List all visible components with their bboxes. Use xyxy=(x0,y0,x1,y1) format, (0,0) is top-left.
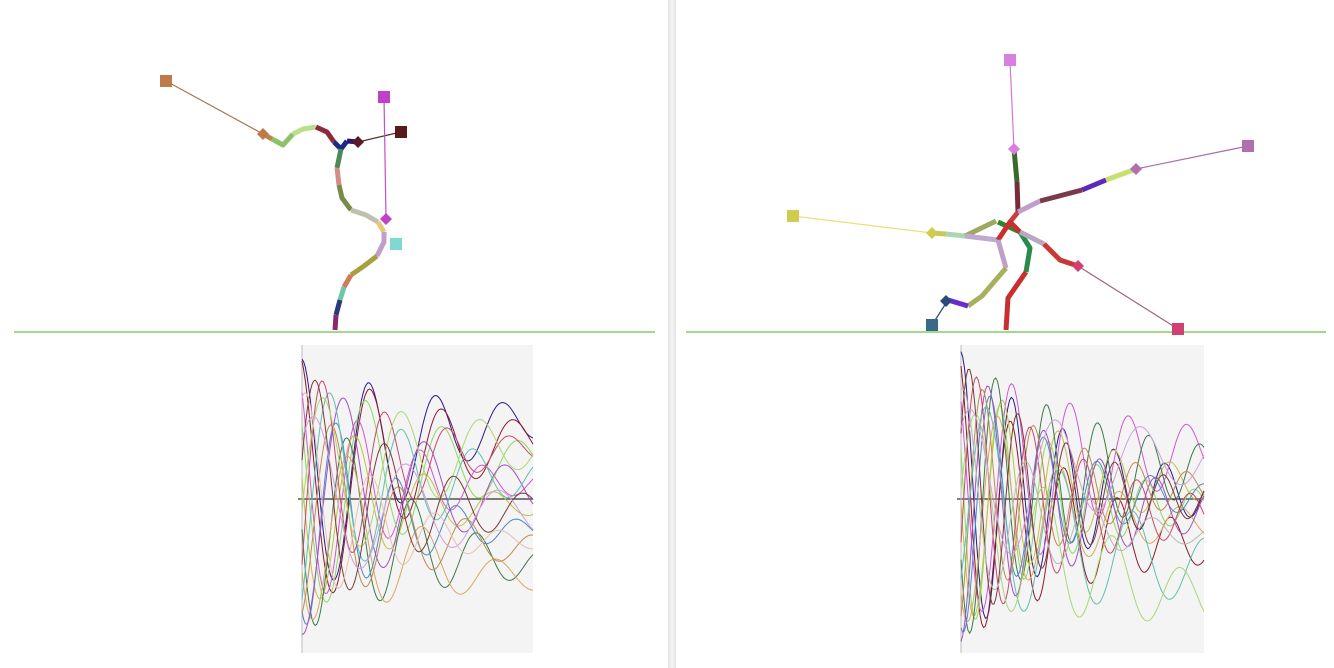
end-effector-square xyxy=(395,126,407,138)
plot-series-line xyxy=(301,380,534,565)
joint-diamond xyxy=(1008,143,1020,155)
end-effector-square xyxy=(390,238,402,250)
limb-segment xyxy=(1042,242,1079,269)
panel-divider[interactable] xyxy=(668,0,676,668)
plot-series-line xyxy=(960,413,1205,622)
limb-segment xyxy=(945,231,966,239)
joint-diamond xyxy=(940,295,952,307)
limb-segment xyxy=(1018,229,1046,247)
joint-angle-plot-left xyxy=(298,345,534,653)
plot-series-line xyxy=(301,415,534,570)
end-effector-square xyxy=(787,210,799,222)
limb-segment xyxy=(332,139,349,152)
limb-segment xyxy=(1009,60,1015,150)
limb-segment xyxy=(165,80,264,135)
limb-segment xyxy=(1039,187,1083,204)
limb-segment xyxy=(350,207,380,225)
limb-segment xyxy=(334,148,344,169)
limb-segment xyxy=(1135,145,1249,170)
end-effector-square xyxy=(160,75,172,87)
plot-series-line xyxy=(301,392,534,589)
creature-left xyxy=(160,75,407,331)
limb-segment xyxy=(995,219,1022,242)
limb-segment xyxy=(1017,230,1033,273)
limb-segment xyxy=(375,220,387,234)
limb-segment xyxy=(336,184,353,212)
limb-segment xyxy=(1016,198,1042,215)
plot-series-line xyxy=(301,379,534,591)
end-effector-square xyxy=(1172,323,1184,335)
plot-series-line xyxy=(960,408,1205,555)
limb-segment xyxy=(270,132,295,148)
end-effector-square xyxy=(1004,54,1016,66)
limb-segment xyxy=(964,233,999,243)
plot-series-line xyxy=(301,435,534,600)
limb-segment xyxy=(963,218,998,239)
joint-diamond xyxy=(257,128,269,140)
plot-series-line xyxy=(960,376,1205,605)
limb-segment xyxy=(995,239,1009,269)
plot-series-line xyxy=(960,383,1205,613)
limb-segment xyxy=(966,266,1008,309)
end-effector-square xyxy=(1242,140,1254,152)
limb-segment xyxy=(332,314,339,331)
end-effector-square xyxy=(378,91,390,103)
plot-series-line xyxy=(301,400,534,603)
plot-series-line xyxy=(301,392,534,601)
plot-series-line xyxy=(301,360,534,594)
plot-series-line xyxy=(301,397,534,547)
limb-segment xyxy=(349,254,379,278)
joint-diamond xyxy=(1130,163,1142,175)
joint-diamond xyxy=(1072,260,1084,272)
limb-segment xyxy=(357,131,402,143)
limb-segment xyxy=(291,124,317,137)
limb-segment xyxy=(337,286,347,301)
limb-segment xyxy=(1105,166,1137,183)
plot-series-line xyxy=(960,387,1205,591)
joint-diamond xyxy=(926,227,938,239)
joint-diamond xyxy=(352,136,364,148)
limb-segment xyxy=(334,167,342,186)
limb-segment xyxy=(341,273,354,289)
limb-segment xyxy=(1077,265,1179,330)
joint-diamond xyxy=(380,213,392,225)
limb-segment xyxy=(1081,177,1107,193)
joint-angle-plot-right xyxy=(957,345,1205,653)
limb-segment xyxy=(374,232,387,258)
limb-segment xyxy=(1003,270,1029,331)
limb-segment xyxy=(333,299,343,316)
limb-segment xyxy=(314,124,337,144)
plot-series-line xyxy=(960,377,1205,635)
plot-series-line xyxy=(960,385,1205,642)
creature-right xyxy=(787,54,1254,335)
plot-series-line xyxy=(960,368,1205,605)
limb-segment xyxy=(792,215,933,234)
limb-segment xyxy=(383,96,387,219)
end-effector-square xyxy=(926,319,938,331)
limb-segment xyxy=(1014,181,1021,213)
plot-series-line xyxy=(301,424,533,614)
